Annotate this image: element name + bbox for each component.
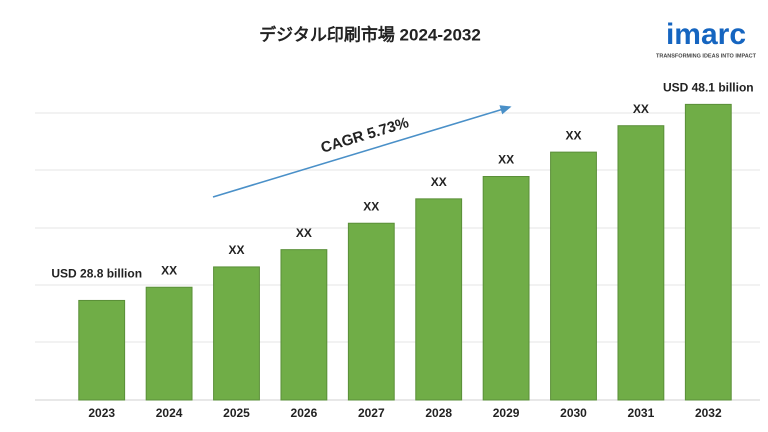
value-label: XX bbox=[296, 226, 312, 240]
cagr-arrow bbox=[212, 105, 512, 198]
bar bbox=[617, 125, 665, 401]
value-label: XX bbox=[228, 243, 244, 257]
bar bbox=[415, 198, 463, 401]
x-tick-label: 2026 bbox=[291, 406, 318, 420]
bar bbox=[280, 249, 328, 401]
bar bbox=[347, 222, 395, 401]
value-label: USD 48.1 billion bbox=[663, 81, 754, 95]
bar bbox=[78, 299, 126, 401]
logo-name: imarc bbox=[666, 18, 746, 51]
x-tick-label: 2029 bbox=[493, 406, 520, 420]
value-label: USD 28.8 billion bbox=[51, 267, 142, 281]
bar bbox=[213, 266, 260, 401]
x-tick-label: 2031 bbox=[628, 406, 655, 420]
x-tick-label: 2023 bbox=[88, 406, 115, 420]
x-tick-label: 2025 bbox=[223, 406, 250, 420]
x-tick-label: 2024 bbox=[156, 406, 183, 420]
value-label: XX bbox=[633, 102, 649, 116]
bar bbox=[145, 286, 193, 401]
value-label: XX bbox=[431, 175, 447, 189]
bar bbox=[550, 151, 597, 401]
x-tick-label: 2030 bbox=[560, 406, 587, 420]
logo: imarc TRANSFORMING IDEAS INTO IMPACT bbox=[656, 18, 757, 60]
bar bbox=[684, 103, 732, 401]
x-tick-label: 2028 bbox=[425, 406, 452, 420]
value-label: XX bbox=[498, 153, 514, 167]
chart-title: デジタル印刷市場 2024-2032 bbox=[259, 24, 481, 44]
value-label: XX bbox=[161, 263, 177, 277]
logo-tagline: TRANSFORMING IDEAS INTO IMPACT bbox=[656, 53, 757, 59]
value-label: XX bbox=[363, 199, 379, 213]
x-tick-label: 2032 bbox=[695, 406, 722, 420]
value-label: XX bbox=[565, 128, 581, 142]
x-tick-label: 2027 bbox=[358, 406, 385, 420]
bar bbox=[482, 176, 530, 401]
